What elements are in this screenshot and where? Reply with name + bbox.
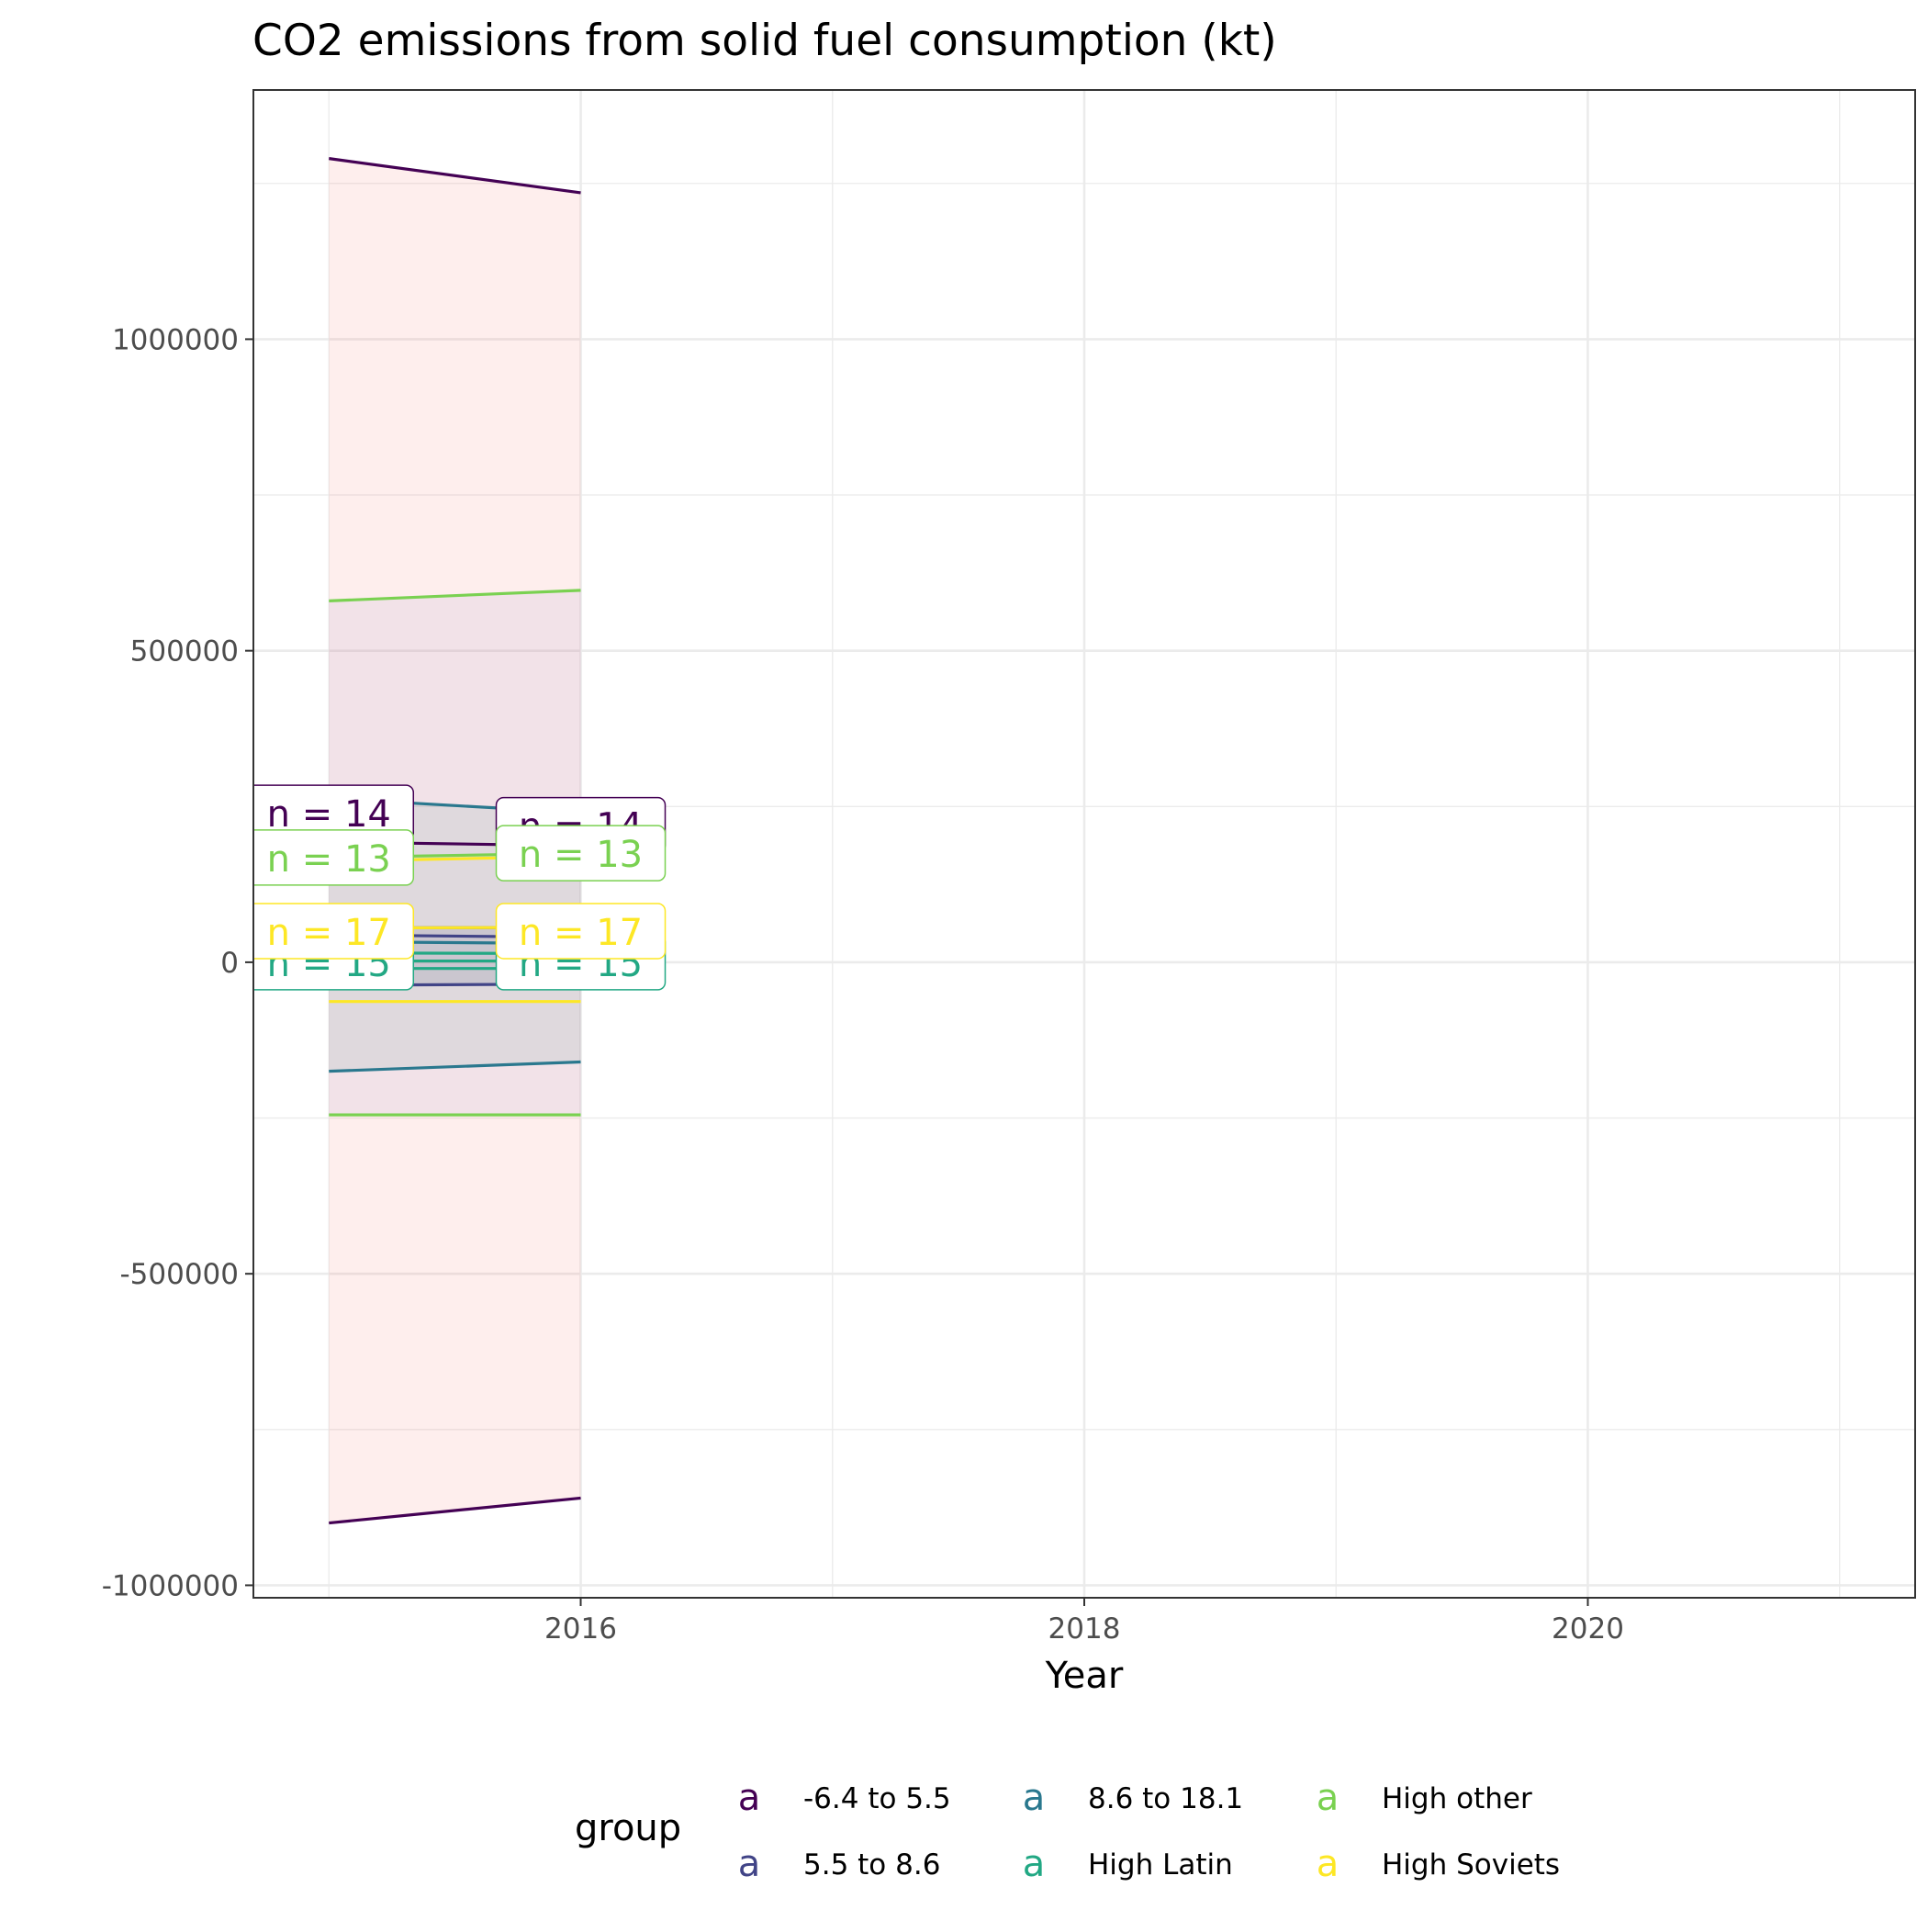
- legend: group a -6.4 to 5.5 a 5.5 to 8.6 a 8.6 to 18.…: [575, 1777, 1560, 1885]
- legend-key-5-5-to-8-6: a: [738, 1843, 761, 1885]
- x-axis-title: Year: [1045, 1655, 1124, 1697]
- y-tick-label: 0: [220, 947, 239, 980]
- y-tick-label: 1000000: [112, 323, 239, 356]
- line-8-6-to-18-1-lower: [329, 1060, 581, 1073]
- legend-label-6-4-to-5-5: -6.4 to 5.5: [803, 1782, 951, 1815]
- count-label-high-soviets: n = 17: [519, 912, 643, 954]
- line-6-4-to-5-5-lower: [329, 1496, 581, 1525]
- y-tick-label: -1000000: [102, 1569, 239, 1602]
- legend-key-high-soviets: a: [1317, 1843, 1340, 1885]
- count-label-high-other: n = 13: [267, 838, 391, 881]
- legend-key-8-6-to-18-1: a: [1023, 1777, 1046, 1819]
- legend-label-8-6-to-18-1: 8.6 to 18.1: [1088, 1782, 1243, 1815]
- x-tick-label: 2016: [544, 1612, 617, 1646]
- count-label-high-other: n = 13: [519, 834, 643, 876]
- count-label-box: [253, 829, 415, 886]
- legend-key-6-4-to-5-5: a: [738, 1777, 761, 1819]
- y-tick-label: -500000: [119, 1258, 239, 1291]
- legend-key-high-latin: a: [1023, 1843, 1046, 1885]
- count-label-box: [495, 825, 667, 882]
- count-label-high-soviets: n = 17: [267, 912, 391, 954]
- count-label-box: [253, 903, 415, 960]
- count-labels: n = 14n = 14n = 13n = 13n = 15n = 15n = …: [253, 784, 667, 991]
- y-tick-label: 500000: [130, 635, 239, 668]
- chart-title: CO2 emissions from solid fuel consumptio…: [252, 16, 1277, 66]
- line-high-other-upper: [329, 589, 581, 602]
- legend-key-high-other: a: [1317, 1777, 1340, 1819]
- count-label-box: [495, 903, 667, 960]
- count-label-6-4-to-5-5: n = 14: [267, 793, 391, 836]
- legend-label-5-5-to-8-6: 5.5 to 8.6: [803, 1848, 940, 1881]
- band-6-4-to-5-5: [329, 158, 581, 1523]
- y-axis: -1000000 -500000 0 500000 1000000: [102, 323, 253, 1602]
- legend-title: group: [575, 1807, 681, 1849]
- x-tick-label: 2018: [1048, 1612, 1121, 1646]
- legend-label-high-latin: High Latin: [1088, 1848, 1233, 1881]
- x-axis: 2016 2018 2020: [544, 1598, 1624, 1646]
- legend-label-high-other: High other: [1382, 1782, 1532, 1815]
- x-tick-label: 2020: [1552, 1612, 1624, 1646]
- line-6-4-to-5-5-upper: [329, 157, 581, 195]
- legend-label-high-soviets: High Soviets: [1382, 1848, 1560, 1881]
